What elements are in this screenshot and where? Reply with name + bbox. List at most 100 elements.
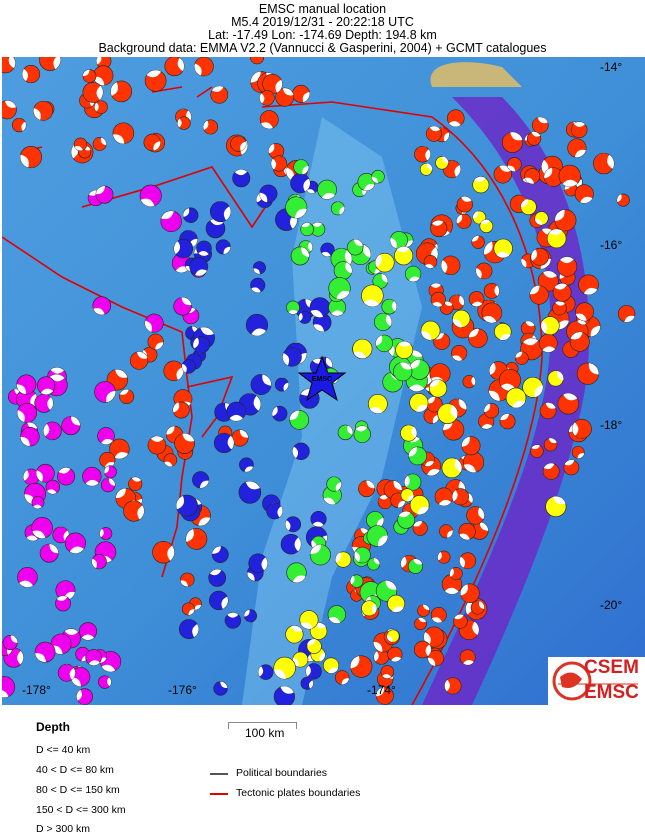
focal-mechanism bbox=[375, 252, 395, 273]
focal-mechanism bbox=[530, 247, 549, 266]
focal-mechanism bbox=[460, 583, 480, 603]
event-location: Lat: -17.49 Lon: -174.69 Depth: 194.8 km bbox=[208, 28, 437, 42]
focal-mechanism bbox=[543, 437, 558, 452]
focal-mechanism bbox=[499, 413, 516, 430]
focal-mechanism bbox=[358, 480, 376, 498]
focal-mechanism bbox=[76, 688, 93, 705]
land-samoa bbox=[430, 62, 522, 87]
focal-mechanism bbox=[35, 463, 55, 483]
focal-mechanism bbox=[39, 57, 61, 71]
focal-mechanism bbox=[330, 201, 345, 216]
focal-mechanism bbox=[292, 84, 310, 103]
focal-mechanism bbox=[57, 663, 76, 682]
focal-mechanism bbox=[320, 242, 335, 257]
focal-mechanism bbox=[375, 334, 393, 353]
focal-mechanism bbox=[430, 607, 447, 623]
focal-mechanism bbox=[239, 457, 254, 473]
focal-mechanism bbox=[143, 133, 161, 152]
focal-mechanism bbox=[110, 80, 133, 103]
focal-mechanism bbox=[98, 675, 112, 689]
focal-mechanism bbox=[268, 143, 285, 160]
lat-tick: -16° bbox=[600, 238, 623, 252]
focal-mechanism bbox=[409, 495, 430, 515]
focal-mechanism bbox=[462, 375, 476, 389]
depth-legend-title: Depth bbox=[36, 720, 70, 734]
focal-mechanism bbox=[430, 220, 448, 238]
focal-mechanism bbox=[280, 533, 302, 555]
focal-mechanism bbox=[449, 567, 463, 581]
focal-mechanism bbox=[337, 424, 354, 441]
focal-mechanism bbox=[554, 209, 577, 232]
focal-mechanism bbox=[293, 159, 309, 175]
focal-mechanism bbox=[526, 131, 542, 146]
focal-mechanism bbox=[103, 465, 117, 479]
focal-mechanism bbox=[522, 376, 544, 398]
focal-mechanism bbox=[274, 377, 289, 392]
focal-mechanism bbox=[36, 376, 56, 395]
focal-mechanism bbox=[2, 100, 17, 120]
focal-mechanism bbox=[423, 255, 438, 269]
focal-mechanism bbox=[31, 496, 45, 509]
focal-mechanism bbox=[534, 211, 549, 226]
focal-mechanism bbox=[437, 403, 458, 424]
focal-mechanism bbox=[366, 525, 389, 547]
political-boundary-label: Political boundaries bbox=[236, 767, 328, 779]
focal-mechanism bbox=[381, 298, 397, 315]
focal-mechanism bbox=[387, 646, 403, 662]
focal-mechanism bbox=[100, 477, 116, 493]
focal-mechanism bbox=[129, 351, 149, 370]
focal-mechanism bbox=[352, 338, 373, 359]
focal-mechanism bbox=[427, 649, 445, 667]
focal-mechanism bbox=[163, 453, 178, 467]
focal-mechanism bbox=[435, 156, 449, 170]
focal-mechanism bbox=[387, 594, 405, 613]
focal-mechanism bbox=[298, 311, 312, 324]
focal-mechanism bbox=[43, 421, 62, 441]
focal-mechanism bbox=[405, 265, 422, 282]
background-data-note: Background data: EMMA V2.2 (Vannucci & G… bbox=[98, 41, 547, 55]
focal-mechanism bbox=[192, 336, 210, 354]
focal-mechanism bbox=[375, 686, 394, 705]
focal-mechanism bbox=[174, 433, 195, 454]
focal-mechanism bbox=[563, 459, 580, 476]
focal-mechanism bbox=[82, 81, 104, 103]
focal-mechanism bbox=[546, 228, 567, 249]
focal-mechanism bbox=[458, 522, 476, 541]
focal-mechanism bbox=[215, 239, 231, 255]
focal-mechanism bbox=[538, 333, 558, 353]
focal-mechanism bbox=[453, 614, 468, 629]
focal-mechanism bbox=[210, 85, 229, 104]
focal-mechanism bbox=[481, 302, 503, 324]
epicenter-marker[interactable]: EMSC bbox=[297, 355, 347, 402]
focal-mechanism bbox=[290, 246, 310, 266]
csem-emsc-logo: CSEM EMSC bbox=[548, 657, 645, 705]
focal-mechanism bbox=[463, 451, 485, 473]
lat-tick: -14° bbox=[600, 60, 623, 74]
focal-mechanism bbox=[2, 57, 16, 74]
focal-mechanism bbox=[417, 604, 430, 617]
lat-tick: -20° bbox=[600, 598, 623, 612]
focal-mechanism bbox=[282, 347, 302, 367]
focal-mechanism bbox=[407, 558, 423, 574]
focal-mechanism bbox=[323, 657, 340, 674]
focal-mechanism bbox=[531, 116, 549, 134]
focal-mechanism bbox=[397, 511, 415, 529]
focal-mechanism bbox=[501, 131, 523, 153]
logo-emsc: EMSC bbox=[584, 682, 639, 703]
focal-mechanism bbox=[459, 552, 477, 570]
focal-mechanism bbox=[335, 551, 352, 568]
focal-mechanism bbox=[400, 488, 415, 502]
focal-mechanism bbox=[309, 297, 331, 318]
focal-mechanism bbox=[177, 116, 191, 130]
focal-mechanism bbox=[285, 196, 308, 219]
focal-mechanism bbox=[456, 196, 473, 213]
focal-mechanism bbox=[92, 296, 112, 316]
focal-mechanism bbox=[93, 65, 114, 86]
lon-tick: -174° bbox=[367, 683, 396, 697]
focal-mechanism bbox=[437, 550, 451, 564]
focal-mechanism bbox=[452, 309, 471, 328]
focal-mechanism bbox=[259, 184, 278, 203]
focal-mechanism bbox=[144, 69, 167, 92]
focal-mechanism bbox=[386, 629, 400, 643]
focal-mechanism bbox=[404, 473, 422, 491]
